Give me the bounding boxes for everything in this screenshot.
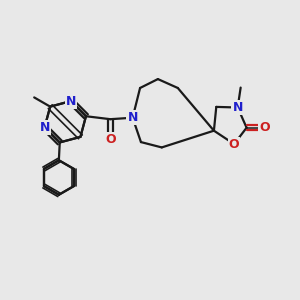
Text: O: O — [229, 138, 239, 151]
Text: N: N — [232, 101, 243, 114]
Text: O: O — [259, 121, 270, 134]
Text: N: N — [39, 121, 50, 134]
Text: O: O — [105, 133, 116, 146]
Text: N: N — [66, 94, 76, 108]
Text: N: N — [128, 111, 138, 124]
